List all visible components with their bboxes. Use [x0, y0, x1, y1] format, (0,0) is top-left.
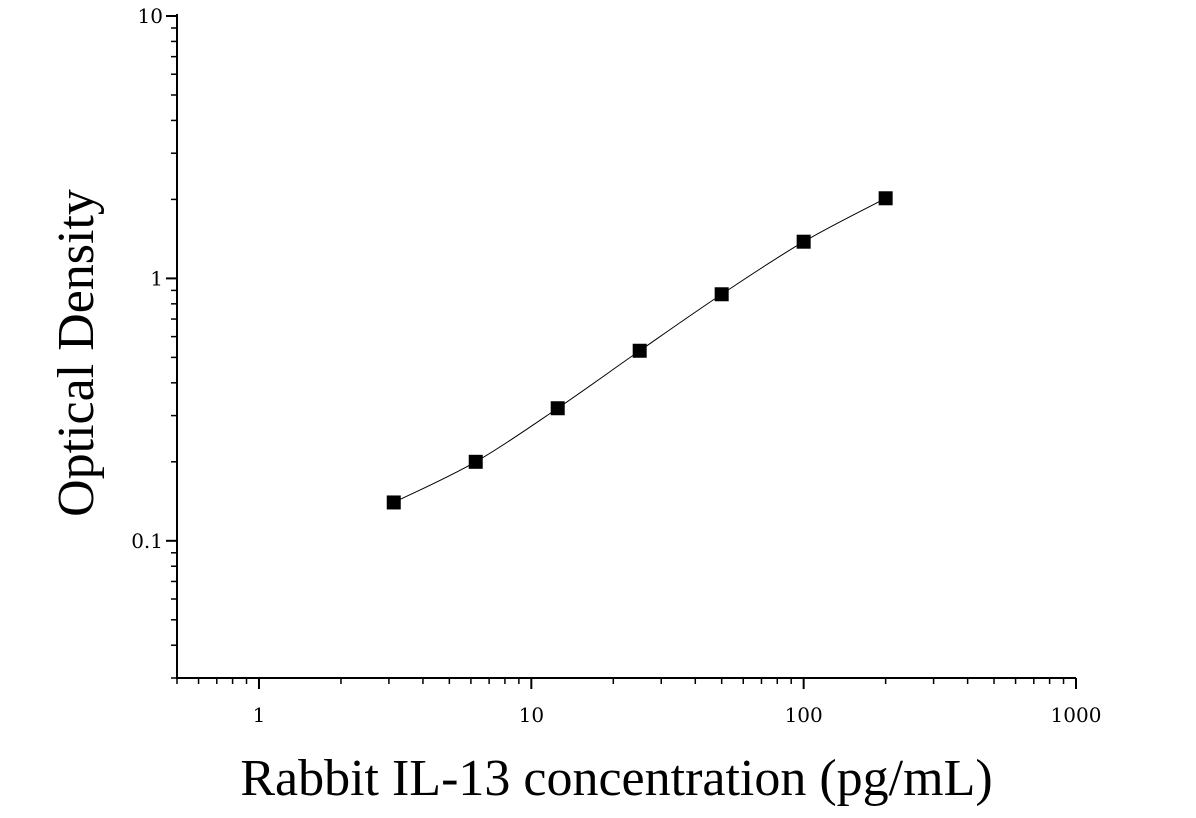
y-tick-label: 10 — [138, 4, 163, 28]
data-point — [550, 401, 565, 416]
x-tick-label: 1000 — [1051, 703, 1102, 727]
y-tick-label: 1 — [150, 266, 163, 290]
y-tick-label: 0.1 — [131, 529, 163, 553]
y-axis-title: Optical Density — [48, 189, 105, 517]
y-ticks — [166, 15, 177, 679]
data-point — [878, 191, 893, 206]
y-tick-labels: 0.1 1 10 — [131, 4, 163, 553]
x-tick-label: 10 — [519, 703, 544, 727]
data-point — [386, 495, 401, 510]
x-tick-label: 1 — [253, 703, 266, 727]
data-point — [714, 287, 729, 302]
x-tick-label: 100 — [785, 703, 823, 727]
data-point — [632, 343, 647, 358]
data-points — [386, 191, 893, 510]
x-ticks — [176, 678, 1077, 689]
data-point — [468, 454, 483, 469]
x-axis-title: Rabbit IL-13 concentration (pg/mL) — [240, 750, 992, 807]
axes — [176, 14, 1076, 679]
data-point — [796, 234, 811, 249]
x-tick-labels: 1 10 100 1000 — [253, 703, 1102, 727]
